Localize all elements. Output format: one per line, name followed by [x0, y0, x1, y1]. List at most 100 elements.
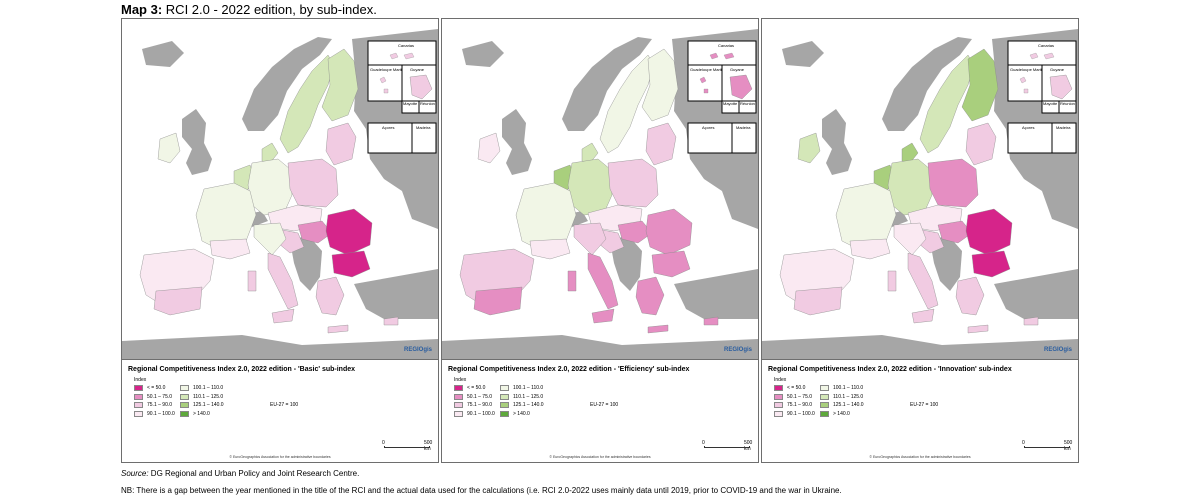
- inset-acores-label: Açores: [702, 125, 714, 130]
- baltics: [325, 122, 357, 166]
- poland: [607, 158, 659, 208]
- greece: [315, 276, 345, 316]
- legend-swatch: [500, 385, 509, 392]
- cyprus: [1023, 316, 1039, 326]
- crete: [967, 324, 989, 334]
- legend-swatch: [134, 410, 143, 417]
- map-panel-basic: Canarias Guadeloupe Martinique Guyane Ma…: [121, 18, 439, 463]
- legend-swatch: [454, 410, 463, 417]
- legend-swatch: [134, 393, 143, 400]
- inset-reunion-label: Réunion: [740, 101, 755, 106]
- non-eu-north-africa: [122, 335, 438, 359]
- page-title: Map 3: RCI 2.0 - 2022 edition, by sub-in…: [121, 2, 377, 17]
- legend-area: Regional Competitiveness Index 2.0, 2022…: [122, 359, 438, 462]
- outermost-insets: Canarias Guadeloupe Martinique Guyane Ma…: [367, 40, 437, 154]
- map-area: Canarias Guadeloupe Martinique Guyane Ma…: [762, 19, 1078, 359]
- inset-madeira-label: Madeira: [416, 125, 431, 130]
- non-eu-north-africa: [442, 335, 758, 359]
- legend-swatch: [500, 393, 509, 400]
- inset-mayotte-label: Mayotte: [403, 101, 418, 106]
- iberia-south: [473, 286, 523, 316]
- legend-area: Regional Competitiveness Index 2.0, 2022…: [442, 359, 758, 462]
- italy-south: [267, 252, 299, 310]
- iberia-south: [793, 286, 843, 316]
- non-eu-uk: [502, 109, 532, 175]
- legend-swatch: [820, 402, 829, 409]
- map-panel-innovation: Canarias Guadeloupe Martinique Guyane Ma…: [761, 18, 1079, 463]
- non-eu-uk: [822, 109, 852, 175]
- non-eu-turkey: [674, 269, 758, 319]
- legend-item: > 140.0: [180, 410, 224, 419]
- finland: [961, 48, 999, 122]
- europe-map: Canarias Guadeloupe Martinique Guyane Ma…: [762, 19, 1078, 359]
- europe-map: Canarias Guadeloupe Martinique Guyane Ma…: [122, 19, 438, 359]
- non-eu-uk: [182, 109, 212, 175]
- legend-item: 110.1 – 125.0: [500, 393, 544, 402]
- europe-map: Canarias Guadeloupe Martinique Guyane Ma…: [442, 19, 758, 359]
- legend-column: 100.1 – 110.0 110.1 – 125.0 125.1 – 140.0 >…: [820, 384, 864, 418]
- eu-average-note: EU-27 = 100: [590, 402, 619, 408]
- legend-swatch: [774, 402, 783, 409]
- non-eu-turkey: [994, 269, 1078, 319]
- greece: [955, 276, 985, 316]
- legend-item: < = 50.0: [454, 384, 495, 393]
- legend-swatch: [180, 385, 189, 392]
- sardinia: [567, 270, 577, 292]
- legend-swatch: [454, 393, 463, 400]
- inset-guadeloupe-label: Guadeloupe Martinique: [690, 67, 732, 72]
- poland: [287, 158, 339, 208]
- legend-swatch: [180, 410, 189, 417]
- ireland: [797, 132, 821, 164]
- inset-madeira-label: Madeira: [736, 125, 751, 130]
- non-eu-iceland: [462, 41, 504, 67]
- panel-title: Regional Competitiveness Index 2.0, 2022…: [448, 366, 690, 373]
- legend-item: > 140.0: [820, 410, 864, 419]
- finland: [321, 48, 359, 122]
- legend-item: 110.1 – 125.0: [180, 393, 224, 402]
- legend-item: < = 50.0: [774, 384, 815, 393]
- legend-column: < = 50.0 50.1 – 75.0 75.1 – 90.0 90.1 – 100…: [134, 384, 175, 418]
- ireland: [477, 132, 501, 164]
- legend-item: 50.1 – 75.0: [454, 393, 495, 402]
- denmark: [581, 142, 599, 164]
- inset-guadeloupe-label: Guadeloupe Martinique: [370, 67, 412, 72]
- hungary: [937, 220, 973, 244]
- legend-item: 75.1 – 90.0: [774, 401, 815, 410]
- regio-logo: REGIOgis: [1043, 347, 1072, 353]
- inset-canarias-label: Canarias: [1038, 43, 1054, 48]
- sicily: [271, 308, 295, 324]
- germany: [247, 158, 293, 216]
- inset-acores-label: Açores: [1022, 125, 1034, 130]
- romania: [645, 208, 693, 256]
- copyright-note: © EuroGeographics Association for the ad…: [229, 455, 331, 459]
- legend-swatch: [500, 402, 509, 409]
- legend-swatch: [134, 385, 143, 392]
- hungary: [617, 220, 653, 244]
- non-eu-north-africa: [762, 335, 1078, 359]
- italy-south: [907, 252, 939, 310]
- legend-item: 110.1 – 125.0: [820, 393, 864, 402]
- inset-reunion-label: Réunion: [1060, 101, 1075, 106]
- crete: [647, 324, 669, 334]
- legend-item: 100.1 – 110.0: [820, 384, 864, 393]
- legend-item: 125.1 – 140.0: [180, 401, 224, 410]
- denmark: [261, 142, 279, 164]
- scale-bar: 0 500 km: [382, 440, 433, 452]
- legend-swatch: [454, 385, 463, 392]
- finland: [641, 48, 679, 122]
- legend-swatch: [820, 385, 829, 392]
- legend-column: < = 50.0 50.1 – 75.0 75.1 – 90.0 90.1 – 100…: [454, 384, 495, 418]
- outermost-insets: Canarias Guadeloupe Martinique Guyane Ma…: [1007, 40, 1077, 154]
- legend-swatch: [820, 393, 829, 400]
- map-title: RCI 2.0 - 2022 edition, by sub-index.: [165, 2, 377, 17]
- cyprus: [383, 316, 399, 326]
- baltics: [645, 122, 677, 166]
- legend-swatch: [180, 393, 189, 400]
- non-eu-iceland: [782, 41, 824, 67]
- scale-bar: 0 500 km: [702, 440, 753, 452]
- inset-canarias-label: Canarias: [398, 43, 414, 48]
- map-area: Canarias Guadeloupe Martinique Guyane Ma…: [442, 19, 758, 359]
- france-south: [849, 238, 891, 260]
- inset-guyane-label: Guyane: [730, 67, 745, 72]
- legend-swatch: [134, 402, 143, 409]
